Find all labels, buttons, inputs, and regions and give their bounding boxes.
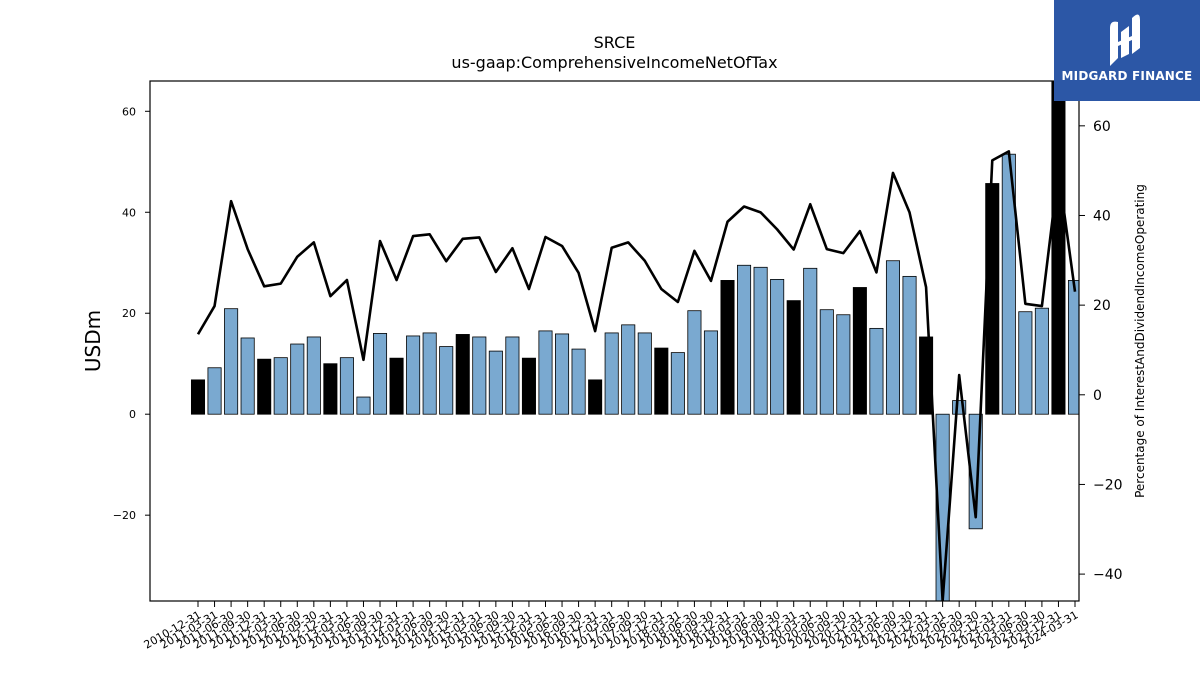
y2-tick-label: 0 xyxy=(1093,388,1102,404)
bar xyxy=(339,357,354,415)
bar xyxy=(654,347,669,415)
bar xyxy=(257,358,272,415)
bar xyxy=(885,260,900,415)
bar xyxy=(637,332,652,415)
y-tick-label: 0 xyxy=(129,408,136,421)
bar xyxy=(1018,311,1033,415)
bar xyxy=(455,334,470,415)
bar xyxy=(1034,307,1049,415)
bar xyxy=(737,264,752,415)
bar xyxy=(356,396,371,415)
bar xyxy=(555,333,570,415)
y2-tick-label: −40 xyxy=(1093,567,1123,583)
bar xyxy=(571,348,586,415)
bar xyxy=(207,367,222,415)
bar xyxy=(488,350,503,415)
bar xyxy=(521,357,536,415)
bar xyxy=(290,343,305,415)
bar xyxy=(902,275,917,415)
bar xyxy=(720,280,735,415)
bar xyxy=(240,337,255,415)
logo-text: MIDGARD FINANCE xyxy=(1061,69,1193,83)
plot-frame xyxy=(149,80,1080,602)
bar xyxy=(422,332,437,415)
bar xyxy=(306,336,321,415)
brand-logo: MIDGARD FINANCE xyxy=(1054,0,1200,101)
chart-subtitle: us-gaap:ComprehensiveIncomeNetOfTax xyxy=(451,53,778,72)
bar xyxy=(985,183,1000,415)
bar xyxy=(190,379,206,415)
y-tick-label: 20 xyxy=(122,307,136,320)
bar xyxy=(770,279,785,415)
bar xyxy=(703,330,718,415)
bar xyxy=(505,336,520,415)
bar xyxy=(687,310,702,415)
bar xyxy=(786,300,801,415)
y2-tick-label: −20 xyxy=(1093,477,1123,493)
bar xyxy=(472,336,487,415)
bar xyxy=(803,267,818,415)
bar xyxy=(819,309,834,415)
y-tick-label: 60 xyxy=(122,105,136,118)
bar xyxy=(224,308,239,415)
bar xyxy=(869,327,884,415)
bar xyxy=(389,357,404,415)
bar xyxy=(273,357,288,415)
y-tick-label: 40 xyxy=(122,206,136,219)
y2-tick-label: 40 xyxy=(1093,208,1111,224)
bar xyxy=(1051,81,1066,415)
bar xyxy=(323,363,338,415)
y2-tick-label: 20 xyxy=(1093,298,1111,314)
bar xyxy=(836,314,851,415)
bar xyxy=(604,332,619,415)
y-axis-label: USDm xyxy=(81,310,105,372)
percentage-line xyxy=(196,150,1077,601)
bar xyxy=(406,335,421,415)
bar xyxy=(852,287,867,415)
y2-axis-label: Percentage of InterestAndDividendIncomeO… xyxy=(1133,184,1147,498)
y2-tick-label: 60 xyxy=(1093,119,1111,135)
bar xyxy=(1067,280,1079,415)
bar xyxy=(372,333,388,415)
midgard-logo-icon xyxy=(1110,14,1140,67)
bar xyxy=(753,266,768,415)
bar xyxy=(621,324,636,415)
bar xyxy=(538,330,553,415)
y-tick-label: −20 xyxy=(113,509,136,522)
bar xyxy=(670,352,685,415)
chart-title: SRCE xyxy=(593,33,636,52)
bar xyxy=(439,346,454,415)
bar xyxy=(588,379,603,415)
